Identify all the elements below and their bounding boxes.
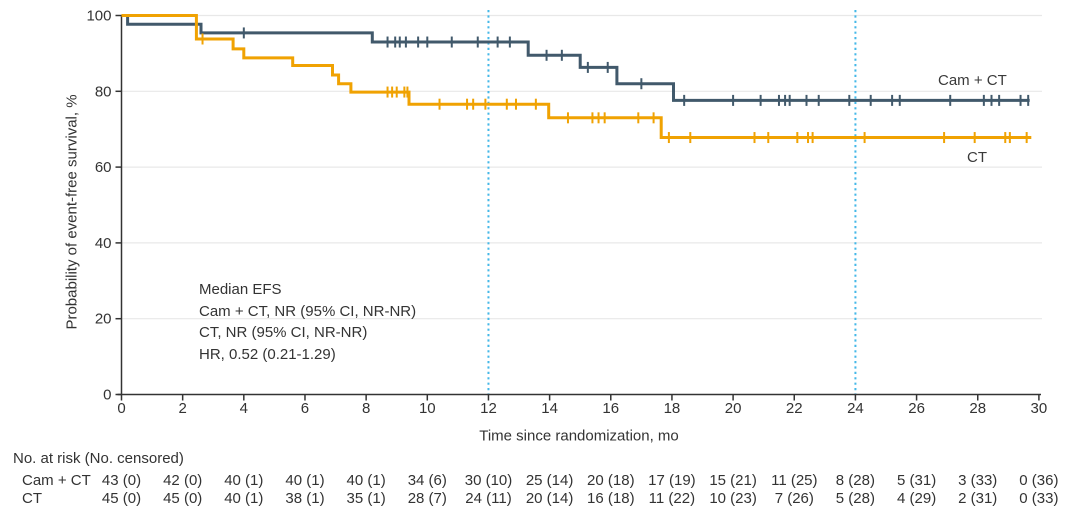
- risk-cell: 8 (28): [835, 472, 875, 489]
- annotation-line-ct: CT, NR (95% CI, NR-NR): [199, 324, 368, 341]
- annotation-line-median-efs: Median EFS: [199, 281, 282, 298]
- risk-cell: 5 (28): [835, 490, 875, 507]
- risk-cell: 43 (0): [101, 472, 142, 489]
- risk-cell: 40 (1): [224, 472, 264, 489]
- x-tick-label: 22: [786, 400, 803, 417]
- x-tick-label: 10: [419, 400, 436, 417]
- risk-cell: 2 (31): [958, 490, 998, 507]
- risk-cell: 45 (0): [163, 490, 203, 507]
- risk-cell: 45 (0): [101, 490, 142, 507]
- risk-cell: 7 (26): [774, 490, 814, 507]
- x-tick-label: 24: [847, 400, 864, 417]
- risk-cell: 40 (1): [285, 472, 325, 489]
- annotation-line-hr: HR, 0.52 (0.21-1.29): [199, 345, 336, 363]
- x-tick-label: 26: [908, 400, 925, 417]
- x-axis-title: Time since randomization, mo: [479, 427, 679, 445]
- risk-cell: 0 (36): [1019, 472, 1059, 489]
- risk-row-label-cam-ct: Cam + CT: [22, 472, 91, 489]
- risk-cell: 11 (25): [771, 472, 818, 489]
- risk-cell: 20 (14): [525, 490, 574, 507]
- legend-label-ct: CT: [967, 149, 987, 166]
- x-tick-label: 8: [362, 400, 370, 417]
- x-tick-label: 14: [541, 400, 558, 417]
- y-tick-label: 80: [95, 83, 112, 100]
- y-tick-label: 20: [95, 311, 112, 328]
- risk-cell: 11 (22): [648, 490, 696, 507]
- risk-cell: 3 (33): [958, 472, 998, 489]
- y-tick-label: 100: [86, 8, 111, 25]
- y-tick-label: 40: [95, 235, 112, 252]
- risk-cell: 38 (1): [285, 490, 325, 507]
- risk-cell: 24 (11): [465, 490, 512, 507]
- x-tick-label: 6: [301, 400, 309, 417]
- risk-cell: 28 (7): [407, 490, 447, 507]
- risk-cell: 5 (31): [897, 472, 937, 489]
- risk-cell: 10 (23): [709, 490, 757, 507]
- y-tick-label: 0: [103, 387, 111, 404]
- risk-cell: 40 (1): [346, 472, 386, 489]
- x-tick-label: 16: [602, 400, 619, 417]
- annotation-line-cam-ct: Cam + CT, NR (95% CI, NR-NR): [199, 302, 417, 320]
- risk-cell: 35 (1): [346, 490, 386, 507]
- risk-cell: 4 (29): [897, 490, 937, 507]
- legend-label-cam-ct: Cam + CT: [938, 72, 1007, 89]
- x-tick-label: 4: [240, 400, 248, 417]
- median-efs-annotation: Median EFS Cam + CT, NR (95% CI, NR-NR) …: [199, 279, 416, 365]
- km-curve-cam-ct: [121, 14, 1030, 102]
- risk-table-header: No. at risk (No. censored): [13, 450, 184, 467]
- x-tick-label: 20: [725, 400, 742, 417]
- x-tick-label: 2: [178, 400, 186, 417]
- risk-cell: 16 (18): [587, 490, 635, 507]
- x-tick-label: 0: [117, 400, 125, 417]
- x-tick-label: 28: [969, 400, 986, 417]
- x-tick-label: 18: [664, 400, 681, 417]
- risk-row-label-ct: CT: [22, 490, 42, 507]
- risk-cell: 0 (33): [1019, 490, 1059, 507]
- risk-cell: 30 (10): [464, 472, 513, 489]
- x-tick-label: 12: [480, 400, 497, 417]
- y-tick-label: 60: [95, 159, 112, 176]
- km-curve-ct: [121, 14, 1032, 139]
- risk-cell: 25 (14): [525, 472, 574, 489]
- risk-cell: 15 (21): [709, 472, 757, 489]
- risk-cell: 17 (19): [648, 472, 696, 489]
- risk-cell: 40 (1): [224, 490, 264, 507]
- y-axis-title: Probability of event-free survival, %: [63, 94, 81, 330]
- risk-cell: 20 (18): [587, 472, 635, 489]
- risk-cell: 42 (0): [163, 472, 203, 489]
- risk-cell: 34 (6): [407, 472, 447, 489]
- x-tick-label: 30: [1031, 400, 1048, 417]
